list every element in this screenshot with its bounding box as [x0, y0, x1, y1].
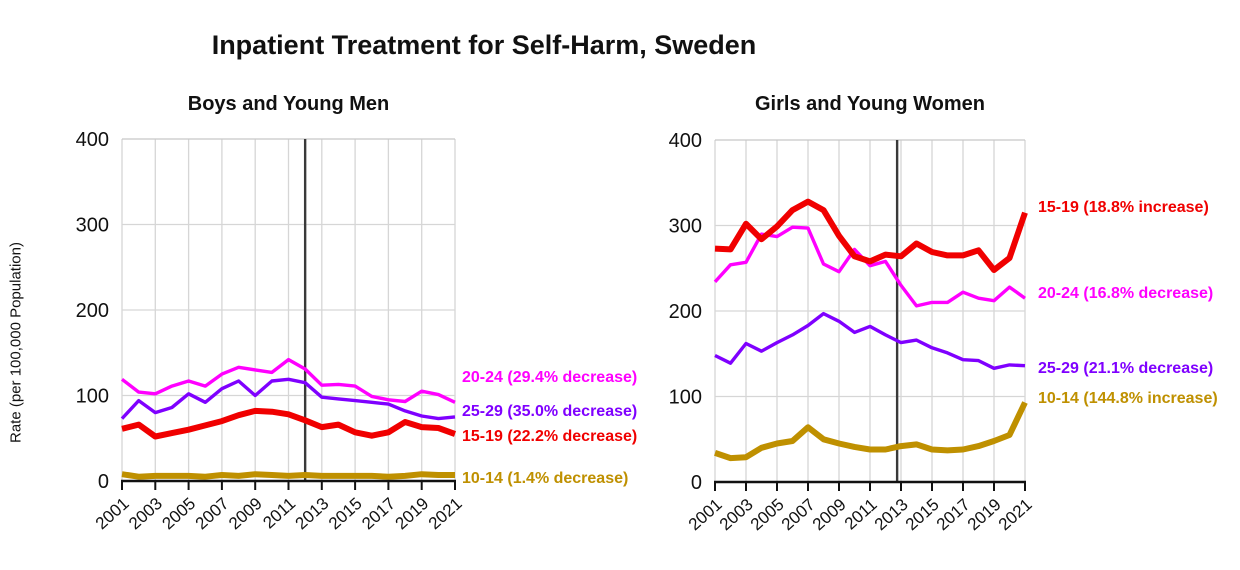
x-tick-label: 2013: [871, 495, 912, 534]
series-label-girls-10-14: 10-14 (144.8% increase): [1038, 390, 1218, 408]
y-tick-label: 100: [76, 386, 109, 408]
series-label-girls-20-24: 20-24 (16.8% decrease): [1038, 284, 1214, 302]
x-tick-label: 2015: [325, 494, 366, 533]
y-tick-label: 200: [76, 300, 109, 322]
y-tick-label: 300: [669, 216, 702, 238]
x-tick-label: 2007: [778, 495, 819, 534]
series-line-15-19: [121, 407, 457, 440]
x-tick-label: 2005: [158, 494, 199, 533]
x-tick-label: 2009: [809, 495, 850, 534]
x-tick-label: 2009: [225, 494, 266, 533]
x-tick-label: 2019: [964, 495, 1005, 534]
series-label-girls-25-29: 25-29 (21.1% decrease): [1038, 360, 1214, 378]
series-line-25-29: [714, 311, 1026, 370]
x-tick-label: 2003: [716, 495, 757, 534]
x-tick-label: 2021: [995, 495, 1036, 534]
series-label-boys-20-24: 20-24 (29.4% decrease): [462, 369, 638, 387]
x-tick-label: 2017: [358, 494, 399, 533]
y-tick-label: 100: [669, 387, 702, 409]
series-line-20-24: [120, 357, 456, 404]
series-line-15-19: [714, 198, 1028, 273]
series-label-boys-10-14: 10-14 (1.4% decrease): [462, 470, 629, 488]
x-tick-label: 2019: [392, 494, 433, 533]
y-tick-label: 400: [76, 129, 109, 151]
x-tick-label: 2001: [92, 494, 133, 533]
y-axis-label: Rate (per 100,000 Population): [7, 242, 25, 443]
x-tick-label: 2021: [425, 494, 466, 533]
y-tick-label: 0: [691, 472, 702, 494]
series-label-girls-15-19: 15-19 (18.8% increase): [1038, 199, 1209, 217]
series-label-boys-25-29: 25-29 (35.0% decrease): [462, 402, 638, 420]
x-tick-label: 2017: [933, 495, 974, 534]
x-tick-label: 2005: [747, 495, 788, 534]
series-line-10-14: [714, 401, 1028, 462]
panel-title-boys: Boys and Young Men: [187, 93, 390, 115]
series-label-boys-15-19: 15-19 (22.2% decrease): [462, 427, 638, 445]
x-tick-label: 2015: [902, 495, 943, 534]
x-tick-label: 2003: [125, 494, 166, 533]
x-tick-label: 2001: [685, 495, 726, 534]
panel-title-girls: Girls and Young Women: [754, 93, 986, 115]
y-tick-label: 200: [669, 301, 702, 323]
series-line-25-29: [120, 377, 456, 421]
x-tick-label: 2013: [292, 494, 333, 533]
y-tick-label: 300: [76, 215, 109, 237]
main-title: Inpatient Treatment for Self-Harm, Swede…: [211, 30, 757, 60]
x-tick-label: 2007: [192, 494, 233, 533]
y-tick-label: 400: [669, 130, 702, 152]
series-line-10-14: [121, 471, 455, 480]
x-tick-label: 2011: [841, 495, 881, 534]
x-tick-label: 2011: [259, 494, 299, 533]
y-tick-label: 0: [98, 471, 109, 493]
